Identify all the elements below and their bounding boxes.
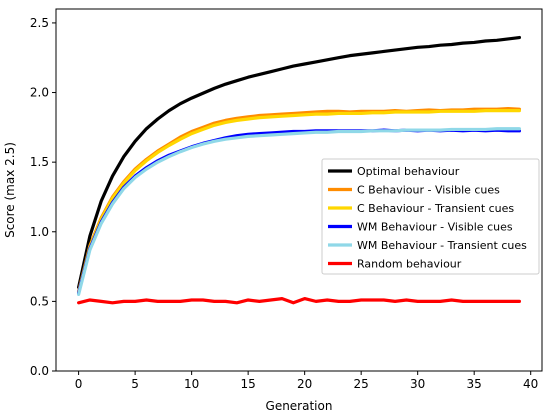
x-tick-label: 40 — [523, 377, 538, 391]
x-tick-label: 15 — [240, 377, 255, 391]
x-tick-label: 30 — [410, 377, 425, 391]
legend-box — [321, 158, 540, 275]
y-tick-label: 0.0 — [30, 364, 49, 378]
y-tick-label: 1.0 — [30, 225, 49, 239]
series-line-5 — [76, 127, 522, 297]
x-tick-label: 10 — [184, 377, 199, 391]
y-tick-label: 1.5 — [30, 155, 49, 169]
series-line-3 — [76, 109, 522, 295]
series-line-6 — [76, 297, 522, 305]
ticks-layer: 0 5 10 15 20 25 30 35 40 0.0 0.5 1.0 1.5 2.0 2.5 — [30, 16, 538, 391]
plot-frame — [55, 8, 543, 372]
x-tick-label: 25 — [354, 377, 369, 391]
legend-label: WM Behaviour - Transient cues — [357, 239, 527, 252]
y-axis-label: Score (max 2.5) — [3, 142, 17, 238]
series-line-1 — [76, 35, 522, 290]
legend: Optimal behaviour C Behaviour - Visible c… — [321, 158, 540, 275]
legend-label: WM Behaviour - Visible cues — [357, 221, 513, 234]
x-tick-label: 5 — [131, 377, 139, 391]
x-tick-label: 20 — [297, 377, 312, 391]
y-tick-label: 0.5 — [30, 294, 49, 308]
legend-label: C Behaviour - Transient cues — [357, 202, 514, 215]
x-tick-label: 0 — [75, 377, 83, 391]
y-tick-label: 2.5 — [30, 16, 49, 30]
x-axis-label: Generation — [266, 399, 333, 413]
series-layer — [76, 35, 522, 305]
x-tick-label: 35 — [467, 377, 482, 391]
y-tick-label: 2.0 — [30, 86, 49, 100]
legend-label: C Behaviour - Visible cues — [357, 184, 500, 197]
legend-label: Random behaviour — [357, 258, 462, 271]
legend-label: Optimal behaviour — [357, 165, 460, 178]
